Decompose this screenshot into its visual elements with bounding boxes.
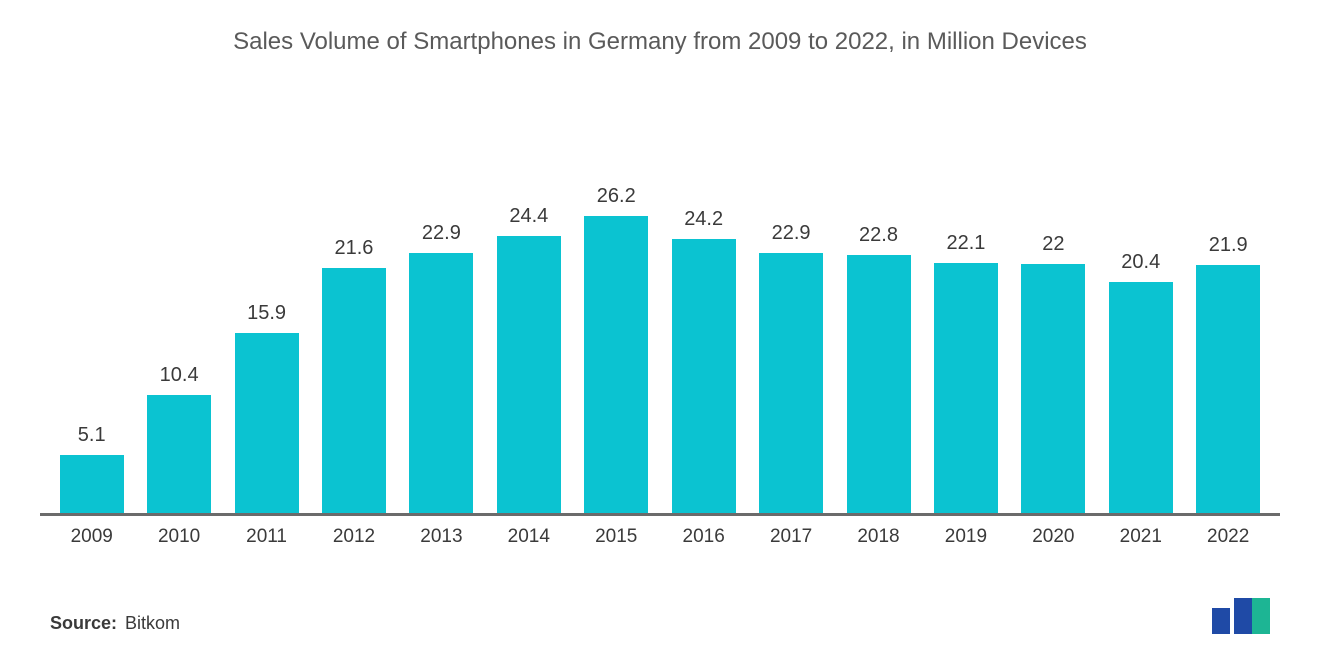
bar-column: 21.9 xyxy=(1188,116,1267,513)
bar-column: 22.9 xyxy=(751,116,830,513)
bar xyxy=(1196,265,1260,513)
x-tick-label: 2018 xyxy=(839,526,918,548)
bar-value-label: 5.1 xyxy=(78,424,106,447)
bar-column: 10.4 xyxy=(139,116,218,513)
bar-column: 21.6 xyxy=(314,116,393,513)
bar-value-label: 26.2 xyxy=(597,185,636,208)
bar-column: 15.9 xyxy=(227,116,306,513)
bar xyxy=(235,333,299,513)
chart-title: Sales Volume of Smartphones in Germany f… xyxy=(40,28,1280,56)
source-label: Source: xyxy=(50,613,117,633)
bar xyxy=(584,216,648,513)
x-tick-label: 2015 xyxy=(577,526,656,548)
bar-column: 24.4 xyxy=(489,116,568,513)
bar-value-label: 10.4 xyxy=(160,364,199,387)
bar-value-label: 22.9 xyxy=(422,222,461,245)
bar-value-label: 21.6 xyxy=(335,237,374,260)
bar-column: 22.8 xyxy=(839,116,918,513)
x-tick-label: 2020 xyxy=(1014,526,1093,548)
footer: Source: Bitkom xyxy=(40,598,1280,634)
chart-container: Sales Volume of Smartphones in Germany f… xyxy=(0,0,1320,665)
bar xyxy=(497,236,561,513)
x-tick-label: 2012 xyxy=(314,526,393,548)
bar-column: 20.4 xyxy=(1101,116,1180,513)
bar xyxy=(147,395,211,513)
bar-value-label: 20.4 xyxy=(1121,251,1160,274)
x-tick-label: 2014 xyxy=(489,526,568,548)
x-tick-label: 2010 xyxy=(139,526,218,548)
brand-logo xyxy=(1210,598,1270,634)
bar-value-label: 22.8 xyxy=(859,224,898,247)
bar xyxy=(847,255,911,513)
x-tick-label: 2011 xyxy=(227,526,306,548)
bar-value-label: 22.1 xyxy=(946,232,985,255)
x-tick-label: 2009 xyxy=(52,526,131,548)
bar-column: 22 xyxy=(1014,116,1093,513)
x-tick-label: 2013 xyxy=(402,526,481,548)
x-tick-label: 2022 xyxy=(1188,526,1267,548)
bar-column: 24.2 xyxy=(664,116,743,513)
bar-column: 26.2 xyxy=(577,116,656,513)
bar-value-label: 24.2 xyxy=(684,208,723,231)
bar xyxy=(1109,282,1173,513)
x-tick-label: 2021 xyxy=(1101,526,1180,548)
bar xyxy=(672,239,736,513)
x-tick-label: 2017 xyxy=(751,526,830,548)
bar xyxy=(322,268,386,513)
bar-column: 22.1 xyxy=(926,116,1005,513)
x-axis: 2009 2010 2011 2012 2013 2014 2015 2016 2017 2018… xyxy=(40,516,1280,548)
bar xyxy=(409,253,473,513)
x-tick-label: 2019 xyxy=(926,526,1005,548)
bar-value-label: 15.9 xyxy=(247,302,286,325)
plot-area: 5.1 10.4 15.9 21.6 22.9 24.4 26.2 24.2 22.9 22.8 2… xyxy=(40,116,1280,516)
bar-value-label: 24.4 xyxy=(509,205,548,228)
bar xyxy=(934,263,998,513)
bar-value-label: 22 xyxy=(1042,233,1064,256)
x-tick-label: 2016 xyxy=(664,526,743,548)
source-value: Bitkom xyxy=(125,613,180,633)
source-line: Source: Bitkom xyxy=(50,613,180,634)
bar-value-label: 21.9 xyxy=(1209,234,1248,257)
bar-value-label: 22.9 xyxy=(772,222,811,245)
bar-column: 22.9 xyxy=(402,116,481,513)
bar xyxy=(759,253,823,513)
bar-column: 5.1 xyxy=(52,116,131,513)
bar xyxy=(1021,264,1085,513)
bar xyxy=(60,455,124,513)
